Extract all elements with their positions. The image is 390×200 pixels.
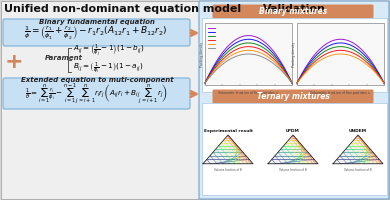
FancyBboxPatch shape (3, 78, 190, 109)
Polygon shape (203, 135, 253, 164)
Text: Parament: Parament (45, 55, 83, 61)
Text: $\frac{1}{\theta}=\sum_{i=1}^{n}\frac{r_i}{\phi_i}-\sum_{i=1}^{n-1}\sum_{j=i+1}^: $\frac{1}{\theta}=\sum_{i=1}^{n}\frac{r_… (25, 81, 167, 107)
Text: Extended equation to muti-component: Extended equation to muti-component (21, 77, 173, 83)
Text: $A_{ij}=\left(\frac{1}{\phi_j}-1\right)(1-b_{ij})$: $A_{ij}=\left(\frac{1}{\phi_j}-1\right)(… (73, 43, 144, 59)
FancyBboxPatch shape (199, 1, 389, 199)
Text: +: + (5, 52, 23, 72)
Text: Volume fraction of B: Volume fraction of B (344, 168, 372, 172)
Text: Volume fraction of B: Volume fraction of B (279, 168, 307, 172)
Text: LPDM: LPDM (286, 129, 300, 133)
Text: Volumetric fraction of fine particles $r_1$: Volumetric fraction of fine particles $r… (309, 89, 372, 97)
Text: Experimental result: Experimental result (204, 129, 252, 133)
Bar (297, 23, 384, 85)
FancyBboxPatch shape (213, 90, 374, 104)
Text: Volumetric fraction of fine particles $r_1$: Volumetric fraction of fine particles $r… (217, 89, 280, 97)
Text: Unified non-dominant equation model: Unified non-dominant equation model (4, 4, 241, 14)
Text: Packing density: Packing density (200, 41, 204, 67)
FancyBboxPatch shape (213, 4, 374, 19)
Text: Validation: Validation (262, 4, 325, 14)
Text: Binary mixtures: Binary mixtures (259, 7, 327, 16)
FancyBboxPatch shape (202, 18, 387, 92)
FancyBboxPatch shape (3, 19, 190, 46)
FancyBboxPatch shape (202, 103, 387, 195)
Polygon shape (268, 135, 318, 164)
Text: Volume fraction of B: Volume fraction of B (214, 168, 242, 172)
Text: UNDEM: UNDEM (349, 129, 367, 133)
Polygon shape (333, 135, 383, 164)
Text: Packing density: Packing density (292, 41, 296, 67)
Text: Binary fundamental equation: Binary fundamental equation (39, 19, 155, 25)
Bar (205, 23, 292, 85)
Text: $B_{ij}=\left(\frac{1}{\phi_i}-1\right)(1-a_{ij})$: $B_{ij}=\left(\frac{1}{\phi_i}-1\right)(… (73, 60, 144, 76)
Text: Ternary mixtures: Ternary mixtures (257, 92, 330, 101)
Text: $\frac{1}{\phi}=\left(\frac{r_1}{\phi_1}+\frac{r_2}{\phi_2}\right)-r_1r_2\left(A: $\frac{1}{\phi}=\left(\frac{r_1}{\phi_1}… (24, 24, 168, 42)
